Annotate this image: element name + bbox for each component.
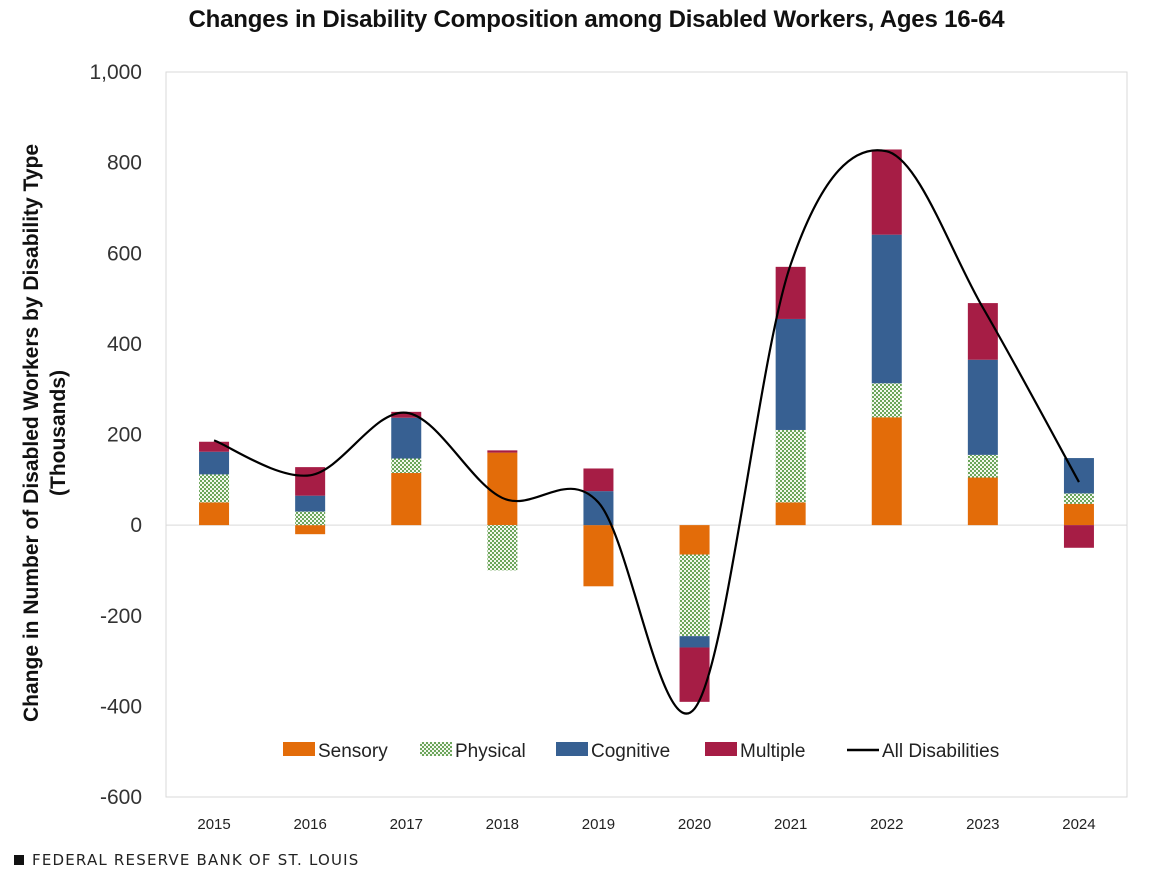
y-tick-label: 400 (107, 333, 142, 356)
bar-segment-cognitive (679, 636, 710, 648)
bar-segment-cognitive (775, 318, 806, 430)
bar-segment-physical (871, 383, 902, 418)
footer: FEDERAL RESERVE BANK OF ST. LOUIS (14, 851, 360, 869)
y-tick-label: -400 (100, 695, 142, 718)
bar-segment-sensory (583, 525, 614, 587)
bar-segment-multiple (967, 303, 998, 360)
x-tick-label: 2018 (486, 816, 519, 833)
legend-label: All Disabilities (882, 741, 999, 762)
y-tick-label: 1,000 (89, 61, 142, 84)
bar-segment-physical (295, 511, 326, 526)
y-tick-label: 800 (107, 152, 142, 175)
bar-segment-multiple (1063, 525, 1094, 548)
y-axis-tick-labels: -600 -400 -200 0 200 400 600 800 1,000 (89, 61, 142, 809)
bar-segment-multiple (487, 450, 518, 453)
bar-segment-sensory (967, 477, 998, 526)
bar-segment-cognitive (871, 234, 902, 384)
bar-segment-sensory (1063, 503, 1094, 526)
x-axis-tick-labels: 2015 2016 2017 2018 2019 2020 2021 2022 2023 2024 (197, 816, 1095, 833)
legend-swatch (283, 742, 315, 756)
legend-label: Physical (455, 741, 526, 762)
bar-series (199, 149, 1094, 702)
plot-area-frame (165, 71, 1128, 798)
legend-swatch (420, 742, 452, 756)
bar-segment-physical (679, 554, 710, 637)
x-tick-label: 2019 (582, 816, 615, 833)
bar-segment-cognitive (967, 359, 998, 455)
bar-segment-multiple (199, 441, 230, 452)
bar-segment-multiple (871, 149, 902, 235)
x-tick-label: 2022 (870, 816, 903, 833)
chart-title: Changes in Disability Composition among … (188, 6, 1005, 33)
x-tick-label: 2023 (966, 816, 999, 833)
y-axis-label-units: (Thousands) (47, 370, 70, 496)
y-tick-label: -200 (100, 605, 142, 628)
bar-segment-cognitive (199, 451, 230, 475)
x-tick-label: 2024 (1062, 816, 1095, 833)
bar-segment-multiple (583, 468, 614, 492)
bar-segment-physical (487, 525, 518, 571)
bar-segment-cognitive (391, 417, 422, 459)
x-tick-label: 2021 (774, 816, 807, 833)
y-tick-label: 0 (130, 514, 142, 537)
y-tick-label: 600 (107, 242, 142, 265)
legend-label: Sensory (318, 741, 388, 762)
bar-segment-sensory (871, 417, 902, 526)
y-tick-label: 200 (107, 424, 142, 447)
bar-segment-sensory (199, 502, 230, 526)
bar-segment-physical (199, 474, 230, 503)
all-disabilities-line (213, 149, 1080, 715)
bar-segment-sensory (487, 452, 518, 526)
bar-segment-physical (775, 429, 806, 503)
legend-label: Multiple (740, 741, 805, 762)
bar-segment-sensory (679, 525, 710, 555)
legend: Sensory Physical Cognitive Multiple All Disa… (283, 741, 999, 762)
legend-swatch (705, 742, 737, 756)
bar-segment-cognitive (295, 495, 326, 512)
bar-segment-multiple (679, 647, 710, 702)
legend-label: Cognitive (591, 741, 670, 762)
x-tick-label: 2020 (678, 816, 711, 833)
bar-segment-physical (391, 458, 422, 474)
y-tick-label: -600 (100, 786, 142, 809)
footer-text: FEDERAL RESERVE BANK OF ST. LOUIS (32, 851, 360, 869)
x-tick-label: 2016 (293, 816, 326, 833)
bar-segment-sensory (391, 473, 422, 526)
x-tick-label: 2017 (390, 816, 423, 833)
x-tick-label: 2015 (197, 816, 230, 833)
bar-segment-multiple (391, 411, 422, 418)
bar-segment-sensory (295, 525, 326, 535)
bar-segment-sensory (775, 502, 806, 526)
bar-segment-physical (967, 454, 998, 478)
legend-swatch (556, 742, 588, 756)
footer-logo-square (14, 855, 24, 865)
bar-segment-physical (1063, 493, 1094, 504)
y-axis-label: Change in Number of Disabled Workers by … (20, 144, 43, 722)
bar-segment-multiple (775, 266, 806, 319)
